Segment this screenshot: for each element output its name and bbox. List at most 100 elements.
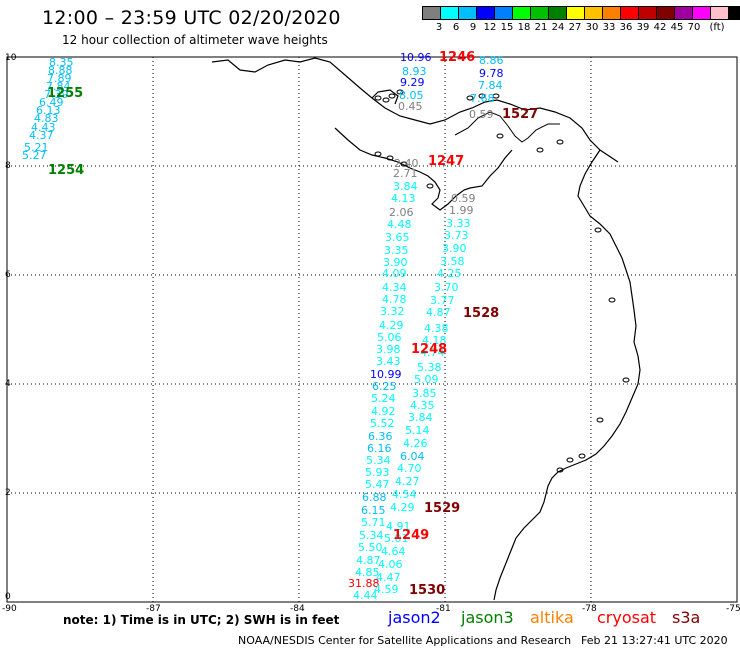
island-shape xyxy=(478,93,486,99)
colorbar-label: 36 xyxy=(619,22,633,33)
coastline-peninsula xyxy=(371,89,399,105)
map-subtitle: 12 hour collection of altimeter wave hei… xyxy=(62,33,328,47)
island-shape xyxy=(400,161,408,167)
wave-height-label: 0.45 xyxy=(398,100,423,113)
wave-height-label: 3.33 xyxy=(446,217,471,230)
pass-number-label: 1527 xyxy=(502,107,539,122)
wave-height-label: 4.85 xyxy=(355,566,380,579)
pass-number-label: 1255 xyxy=(47,86,84,101)
wave-height-label: 8.88 xyxy=(48,64,73,77)
wave-height-label: 4.44 xyxy=(353,589,378,602)
coastline-east xyxy=(493,149,641,601)
wave-height-label: 5.09 xyxy=(414,373,439,386)
wave-height-label: 9.29 xyxy=(400,76,425,89)
wave-height-label: 4.47 xyxy=(376,571,401,584)
island-shape xyxy=(426,183,434,189)
wave-height-label: 4.29 xyxy=(390,501,415,514)
wave-height-label: 4.25 xyxy=(437,267,462,280)
wave-height-label: 4.29 xyxy=(379,319,404,332)
colorbar-label: 45 xyxy=(670,22,684,33)
island-shape xyxy=(374,151,382,157)
wave-height-label: 6.15 xyxy=(361,504,386,517)
x-axis-tick: -75 xyxy=(726,604,740,614)
wave-height-label: 6.88 xyxy=(362,491,387,504)
wave-height-label: 3.84 xyxy=(393,180,418,193)
wave-height-label: 5.34 xyxy=(366,454,391,467)
wave-height-colorbar xyxy=(422,6,740,20)
colorbar-label: 15 xyxy=(500,22,514,33)
y-axis-tick: 4 xyxy=(5,379,11,389)
island-shape xyxy=(388,93,396,99)
wave-height-label: 4.13 xyxy=(391,192,416,205)
wave-height-label: 3.98 xyxy=(376,343,401,356)
wave-height-label: 3.43 xyxy=(376,355,401,368)
wave-height-label: 8.93 xyxy=(402,65,427,78)
colorbar-label: 9 xyxy=(469,22,477,33)
coastline-west xyxy=(334,127,513,211)
wave-height-label: 3.77 xyxy=(430,294,455,307)
wave-height-label: 3.90 xyxy=(383,256,408,269)
colorbar-cell xyxy=(728,6,740,20)
colorbar-label: 30 xyxy=(585,22,599,33)
wave-height-label: 4.74 xyxy=(420,346,445,359)
island-shape xyxy=(536,147,544,153)
y-axis-tick: 2 xyxy=(5,488,11,498)
colorbar-label: 18 xyxy=(517,22,531,33)
note-text: note: 1) Time is in UTC; 2) SWH is in fe… xyxy=(63,613,340,627)
pass-number-label: 1528 xyxy=(463,306,500,321)
wave-height-label: 6.49 xyxy=(39,96,64,109)
wave-height-label: 1.99 xyxy=(449,204,474,217)
coastal-islands xyxy=(374,89,630,473)
island-shape xyxy=(492,93,500,99)
wave-height-label: 4.34 xyxy=(382,281,407,294)
colorbar-label: 70 xyxy=(687,22,701,33)
pass-number-label: 1530 xyxy=(409,583,446,598)
colorbar-label: 6 xyxy=(452,22,460,33)
wave-height-label: 5.34 xyxy=(359,529,384,542)
wave-height-label: 9.78 xyxy=(479,67,504,80)
wave-height-label: 4.59 xyxy=(374,583,399,596)
colorbar-label: 24 xyxy=(551,22,565,33)
wave-height-label: 10.99 xyxy=(370,368,402,381)
wave-height-label: 4.09 xyxy=(382,267,407,280)
island-shape xyxy=(466,95,474,101)
wave-height-label: 4.64 xyxy=(381,545,406,558)
wave-height-label: 4.70 xyxy=(397,462,422,475)
wave-height-label: 5.21 xyxy=(24,141,49,154)
island-shape xyxy=(578,453,586,459)
wave-height-label: 4.27 xyxy=(395,475,420,488)
pass-number-label: 1254 xyxy=(48,163,85,178)
wave-height-label: 7.84 xyxy=(46,80,71,93)
wave-height-label: 7.89 xyxy=(47,72,72,85)
y-axis-tick: 0 xyxy=(5,592,11,602)
wave-height-label: 0.59 xyxy=(451,192,476,205)
wave-height-label: 4.06 xyxy=(378,558,403,571)
pass-number-label: 1249 xyxy=(393,528,430,543)
y-axis-tick: 8 xyxy=(5,161,11,171)
wave-height-label: 3.73 xyxy=(444,229,469,242)
wave-height-label: 5.14 xyxy=(405,424,430,437)
island-shape xyxy=(566,457,574,463)
wave-height-label: 3.84 xyxy=(408,411,433,424)
island-shape xyxy=(396,89,404,95)
island-shape xyxy=(608,297,616,303)
wave-height-label: 31.88 xyxy=(348,577,380,590)
map-frame xyxy=(6,56,738,603)
y-axis-tick: 6 xyxy=(5,270,11,280)
wave-height-label: 2.71 xyxy=(393,167,418,180)
island-shape xyxy=(594,227,602,233)
wave-height-label: 4.37 xyxy=(29,129,54,142)
wave-height-label: 5.93 xyxy=(365,466,390,479)
colorbar-label: (ft) xyxy=(709,22,725,33)
colorbar-label: 42 xyxy=(653,22,667,33)
wave-height-label: 5.47 xyxy=(365,478,390,491)
island-shape xyxy=(382,97,390,103)
x-axis-tick: -87 xyxy=(146,604,161,614)
legend-entry-jason3: jason3 xyxy=(461,608,514,627)
wave-height-label: 7.84 xyxy=(478,79,503,92)
wave-height-label: 8.35 xyxy=(49,56,74,69)
coastline-north xyxy=(211,57,619,163)
island-shape xyxy=(556,467,564,473)
colorbar-label: 33 xyxy=(602,22,616,33)
